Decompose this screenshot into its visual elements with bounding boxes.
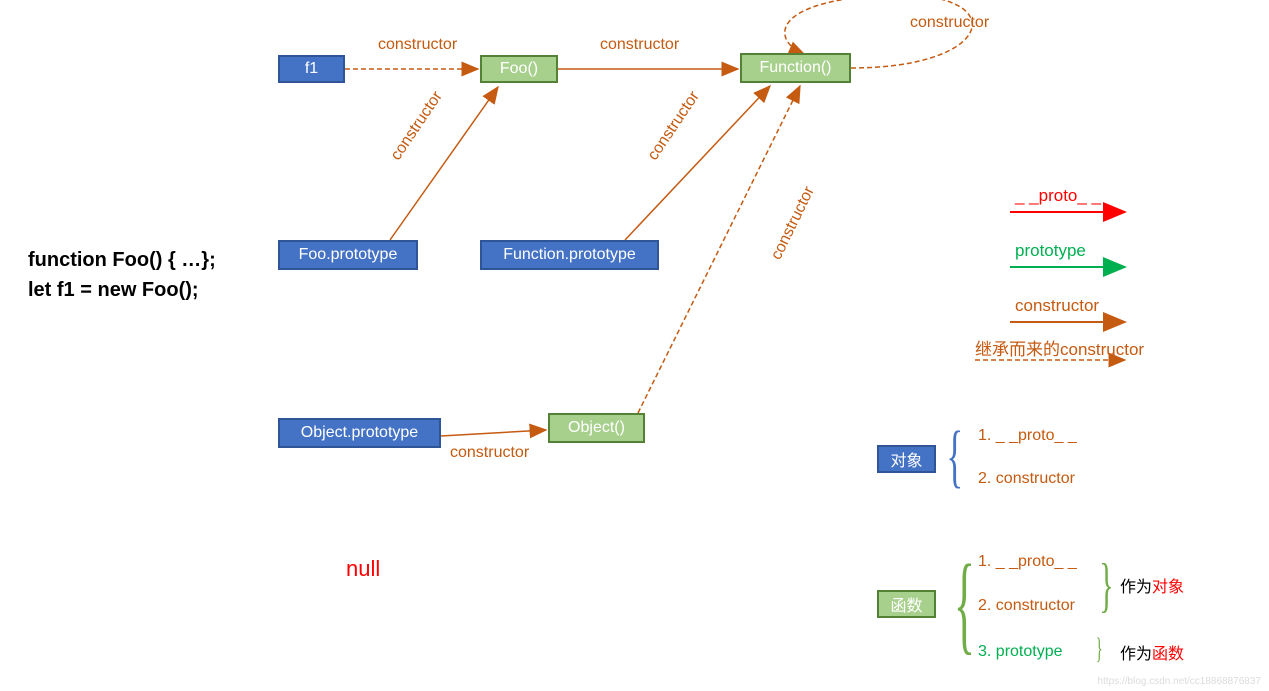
func-prop-3: 3. prototype — [978, 643, 1063, 661]
brace-func-group-2: } — [1096, 634, 1103, 664]
node-object: Object() — [548, 413, 645, 443]
code-snippet: function Foo() { …}; let f1 = new Foo(); — [28, 245, 216, 305]
badge-function: 函数 — [877, 590, 936, 618]
func-note-1: 作为对象 — [1120, 573, 1184, 597]
edge-label-objproto-object: constructor — [450, 444, 529, 462]
legend-proto-label: _ _proto_ _ — [1015, 186, 1101, 206]
node-object-prototype: Object.prototype — [278, 418, 441, 448]
edge-objproto-object — [441, 430, 546, 436]
badge-object: 对象 — [877, 445, 936, 473]
code-line-2: let f1 = new Foo(); — [28, 275, 216, 305]
func-prop-2: 2. constructor — [978, 597, 1075, 615]
func-note-2: 作为函数 — [1120, 640, 1184, 664]
legend-inherited-label: 继承而来的constructor — [975, 335, 1144, 360]
brace-func-group-1: } — [1099, 555, 1113, 615]
node-foo: Foo() — [480, 55, 558, 83]
node-f1: f1 — [278, 55, 345, 83]
watermark: https://blog.csdn.net/cc18868876837 — [1098, 676, 1261, 687]
edge-label-f1-foo: constructor — [378, 36, 457, 54]
func-prop-1: 1. _ _proto_ _ — [978, 553, 1077, 571]
legend-constructor-label: constructor — [1015, 296, 1099, 316]
node-function: Function() — [740, 53, 851, 83]
func-note-2b: 函数 — [1152, 646, 1184, 663]
obj-prop-1: 1. _ _proto_ _ — [978, 427, 1077, 445]
func-note-1b: 对象 — [1152, 579, 1184, 596]
func-note-1a: 作为 — [1120, 579, 1152, 596]
edge-fooproto-foo — [390, 87, 498, 240]
node-foo-prototype: Foo.prototype — [278, 240, 418, 270]
null-label: null — [346, 556, 380, 582]
edge-label-function-self: constructor — [910, 14, 989, 32]
edge-funcproto-function — [625, 86, 770, 240]
func-note-2a: 作为 — [1120, 646, 1152, 663]
legend-prototype-label: prototype — [1015, 241, 1086, 261]
brace-function: { — [954, 548, 975, 658]
brace-object: { — [946, 422, 963, 492]
edge-label-foo-function: constructor — [600, 36, 679, 54]
code-line-1: function Foo() { …}; — [28, 245, 216, 275]
obj-prop-2: 2. constructor — [978, 470, 1075, 488]
node-function-prototype: Function.prototype — [480, 240, 659, 270]
